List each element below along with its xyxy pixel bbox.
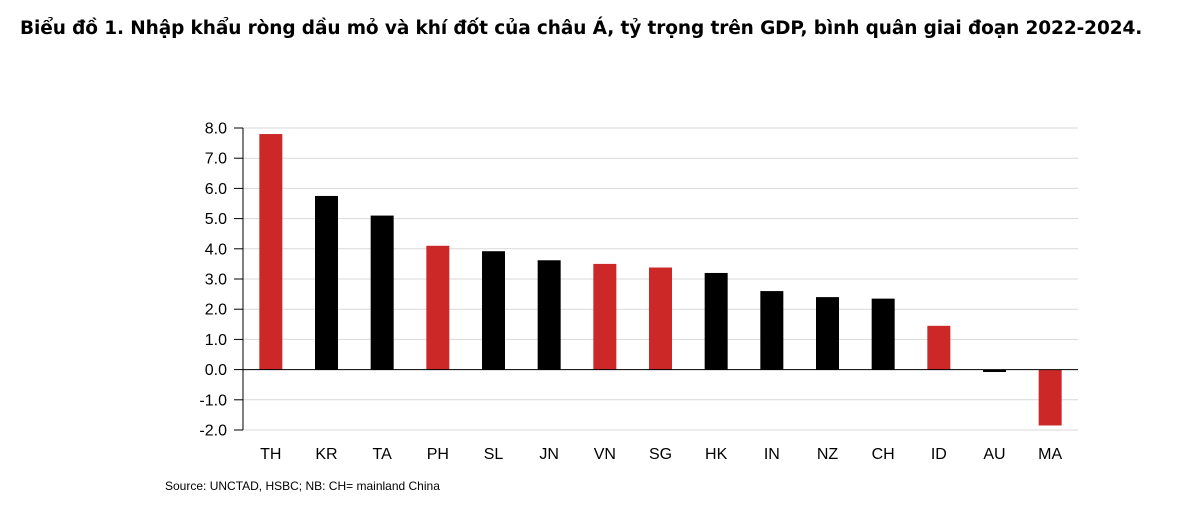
x-axis-labels: TH KR TA PH SL JN VN SG HK IN NZ CH ID AU MA	[260, 446, 1062, 463]
y-tick-label: -1.0	[199, 392, 227, 409]
bar-vn	[593, 263, 617, 370]
bar-nz	[816, 297, 839, 370]
gridlines	[243, 127, 1078, 431]
y-tick-label: 0.0	[205, 362, 227, 379]
chart-title: Biểu đồ 1. Nhập khẩu ròng dầu mỏ và khí …	[20, 18, 1143, 39]
x-category-label: ID	[931, 446, 947, 463]
x-category-label: PH	[427, 446, 449, 463]
x-category-label: JN	[539, 446, 559, 463]
axes	[234, 127, 1078, 431]
bar-th	[259, 134, 283, 370]
x-category-label: SG	[649, 446, 672, 463]
bar-ta	[370, 215, 394, 370]
x-category-label: TH	[260, 446, 281, 463]
bar-ch	[871, 298, 895, 370]
y-tick-label: -2.0	[199, 423, 227, 440]
x-category-label: AU	[983, 446, 1005, 463]
y-tick-label: 1.0	[205, 332, 227, 349]
x-category-label: MA	[1038, 446, 1062, 463]
bar-au	[983, 369, 1006, 373]
x-category-label: VN	[594, 446, 616, 463]
bar-kr	[315, 195, 338, 370]
y-tick-label: 8.0	[205, 121, 227, 138]
y-axis-ticks: 8.0 7.0 6.0 5.0 4.0 3.0 2.0 1.0 0.0 -1.0 -2.0	[199, 121, 227, 440]
bar-in	[760, 291, 784, 370]
y-tick-label: 2.0	[205, 302, 227, 319]
x-category-label: KR	[315, 446, 337, 463]
x-category-label: HK	[705, 446, 728, 463]
y-tick-label: 6.0	[205, 181, 227, 198]
x-category-label: IN	[764, 446, 780, 463]
x-category-label: TA	[373, 446, 393, 463]
y-tick-label: 4.0	[205, 241, 227, 258]
y-tick-label: 7.0	[205, 151, 227, 168]
bars	[259, 134, 1062, 426]
y-tick-label: 3.0	[205, 272, 227, 289]
x-category-label: CH	[872, 446, 895, 463]
bar-ph	[426, 245, 450, 370]
bar-jn	[537, 260, 561, 370]
bar-id	[927, 325, 951, 370]
y-tick-label: 5.0	[205, 211, 227, 228]
x-category-label: NZ	[817, 446, 839, 463]
source-note: Source: UNCTAD, HSBC; NB: CH= mainland C…	[165, 479, 440, 493]
bar-sl	[482, 251, 505, 370]
bar-hk	[704, 272, 728, 370]
x-category-label: SL	[484, 446, 504, 463]
bar-sg	[649, 267, 672, 370]
bar-ma	[1038, 369, 1062, 426]
